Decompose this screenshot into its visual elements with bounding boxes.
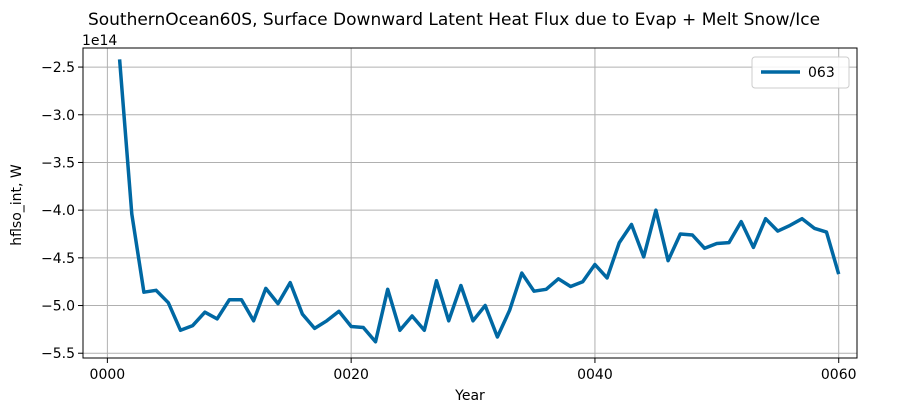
y-tick-label: −2.5: [41, 60, 75, 76]
y-tick-label: −5.5: [41, 346, 75, 362]
y-tick-label: −3.0: [41, 108, 75, 124]
x-tick-label: 0020: [333, 367, 369, 383]
y-offset-label: 1e14: [82, 33, 117, 49]
grid-lines: [83, 48, 857, 358]
y-tick-label: −3.5: [41, 155, 75, 171]
series-line-063: [117, 59, 841, 344]
x-axis-label: Year: [454, 388, 485, 404]
y-tick-label: −5.0: [41, 299, 75, 315]
y-axis-label: hflso_int, W: [9, 164, 25, 246]
legend-box: [751, 56, 850, 89]
legend-label: 063: [808, 65, 835, 81]
x-tick-label: 0000: [90, 367, 126, 383]
y-tick-label: −4.5: [41, 251, 75, 267]
series-layer: [117, 59, 841, 344]
x-tick-label: 0040: [577, 367, 613, 383]
x-tick-label: 0060: [821, 367, 857, 383]
y-tick-label: −4.0: [41, 203, 75, 219]
y-axis-ticks: −5.5 −5.0 −4.5 −4.0 −3.5 −3.0 −2.5: [41, 60, 83, 362]
chart-title: SouthernOcean60S, Surface Downward Laten…: [88, 10, 820, 30]
x-axis-ticks: 0000 0020 0040 0060: [90, 358, 857, 383]
plot-frame: [82, 47, 858, 359]
legend: 063: [751, 56, 850, 89]
